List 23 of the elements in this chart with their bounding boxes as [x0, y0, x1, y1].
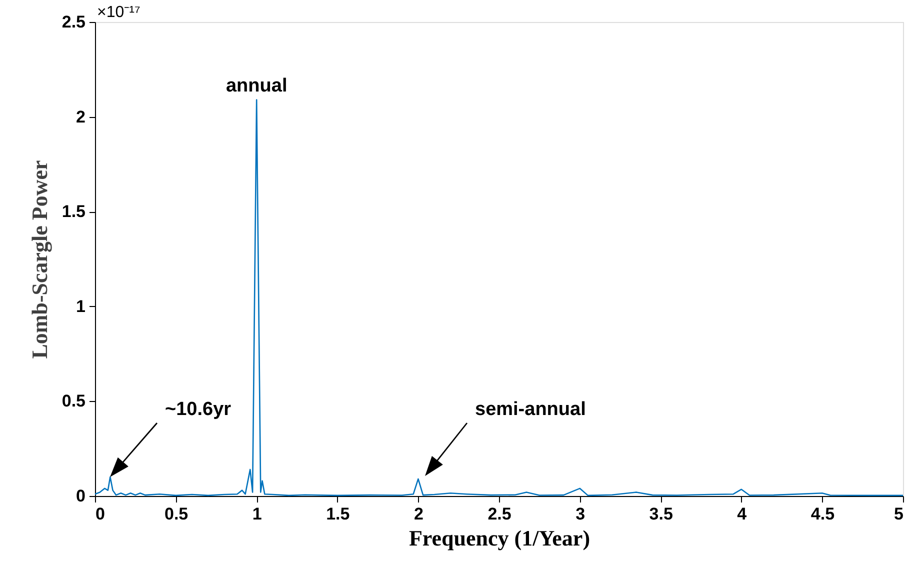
x-tick-label: 2	[414, 504, 424, 524]
y-tick-label: 1.5	[62, 202, 86, 222]
x-tick-label: 4	[737, 504, 748, 524]
text: ×10⁻¹⁷	[97, 4, 140, 21]
x-tick-label: 0.5	[164, 504, 188, 524]
y-tick-label: 0.5	[62, 392, 86, 411]
x-tick-label: 0	[96, 504, 105, 524]
y-axis-title: Lomb-Scargle Power	[26, 160, 52, 359]
x-tick-label: 1	[252, 504, 262, 524]
annotation: semi-annual	[475, 399, 586, 420]
x-tick-label: 2.5	[488, 504, 512, 524]
x-tick-label: 5	[894, 504, 904, 524]
y-tick-label: 0	[76, 486, 86, 506]
x-tick-label: 1.5	[326, 504, 350, 524]
x-tick-label: 3.5	[649, 504, 673, 524]
y-tick-label: 1	[76, 296, 86, 316]
x-tick-label: 3	[576, 504, 586, 524]
y-tick-label: 2	[76, 107, 86, 126]
annotation: annual	[226, 76, 288, 97]
x-tick-label: 4.5	[810, 504, 835, 524]
y-tick-label: 2.5	[62, 12, 86, 32]
x-axis-title: Frequency (1/Year)	[408, 526, 590, 550]
annotation: ~10.6yr	[165, 399, 232, 420]
